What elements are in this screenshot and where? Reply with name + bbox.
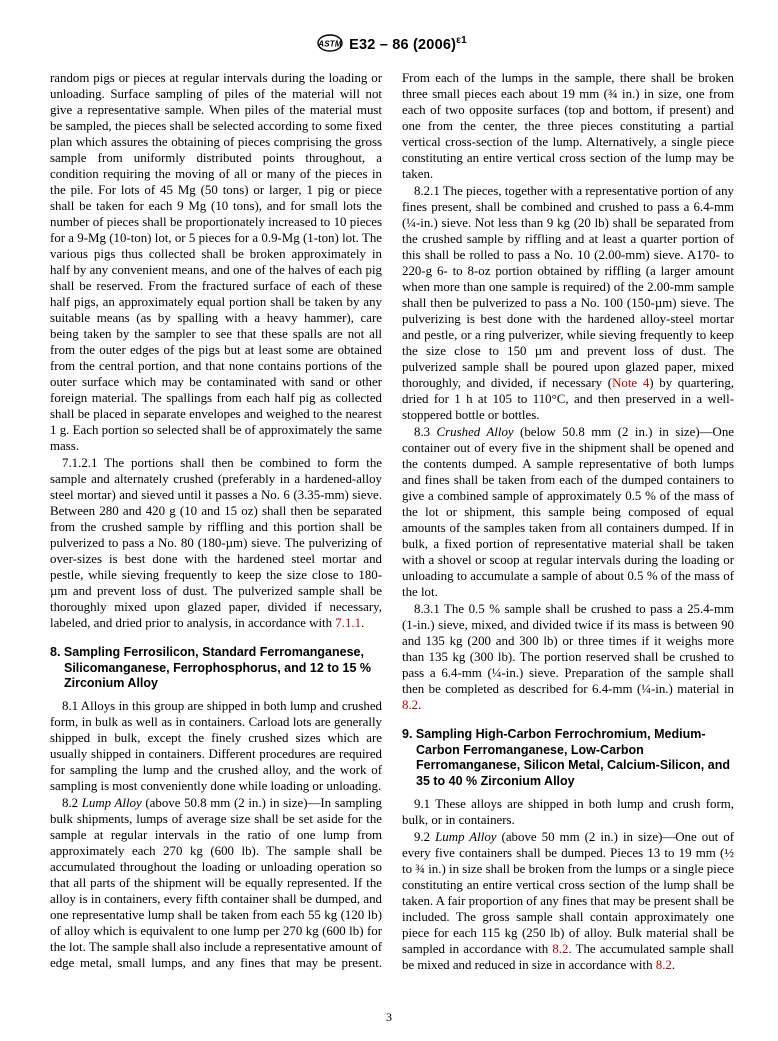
term-lump-alloy: Lump Alloy [82, 796, 142, 810]
astm-logo-icon: ASTM [317, 34, 343, 56]
term-crushed-alloy: Crushed Alloy [437, 425, 514, 439]
para-8-3-1: 8.3.1 The 0.5 % sample shall be crushed … [402, 601, 734, 713]
svg-text:ASTM: ASTM [317, 40, 342, 49]
designation-text: E32 – 86 (2006) [349, 37, 456, 53]
heading-8: 8. Sampling Ferrosilicon, Standard Ferro… [50, 645, 382, 692]
para-8-3: 8.3 Crushed Alloy (below 50.8 mm (2 in.)… [402, 424, 734, 600]
body-columns: random pigs or pieces at regular interva… [50, 70, 734, 973]
heading-9: 9. Sampling High-Carbon Ferrochromium, M… [402, 727, 734, 790]
document-header: ASTM E32 – 86 (2006)ε1 [50, 34, 734, 56]
xref-8-2-c[interactable]: 8.2 [656, 958, 672, 972]
para-8-1: 8.1 Alloys in this group are shipped in … [50, 698, 382, 794]
para-9-2: 9.2 Lump Alloy (above 50 mm (2 in.) in s… [402, 829, 734, 973]
epsilon-note: ε1 [456, 35, 467, 46]
page-number: 3 [0, 1010, 778, 1025]
para-7-1-2-1: 7.1.2.1 The portions shall then be combi… [50, 455, 382, 631]
para-7-1-2-cont: random pigs or pieces at regular interva… [50, 70, 382, 454]
page: ASTM E32 – 86 (2006)ε1 random pigs or pi… [0, 0, 778, 1041]
term-lump-alloy-9: Lump Alloy [435, 830, 496, 844]
para-9-1: 9.1 These alloys are shipped in both lum… [402, 796, 734, 828]
xref-8-2-a[interactable]: 8.2 [402, 698, 418, 712]
xref-7-1-1[interactable]: 7.1.1 [335, 616, 361, 630]
note-4-link[interactable]: Note 4 [612, 376, 649, 390]
xref-8-2-b[interactable]: 8.2 [552, 942, 568, 956]
para-8-2-1: 8.2.1 The pieces, together with a repres… [402, 183, 734, 423]
